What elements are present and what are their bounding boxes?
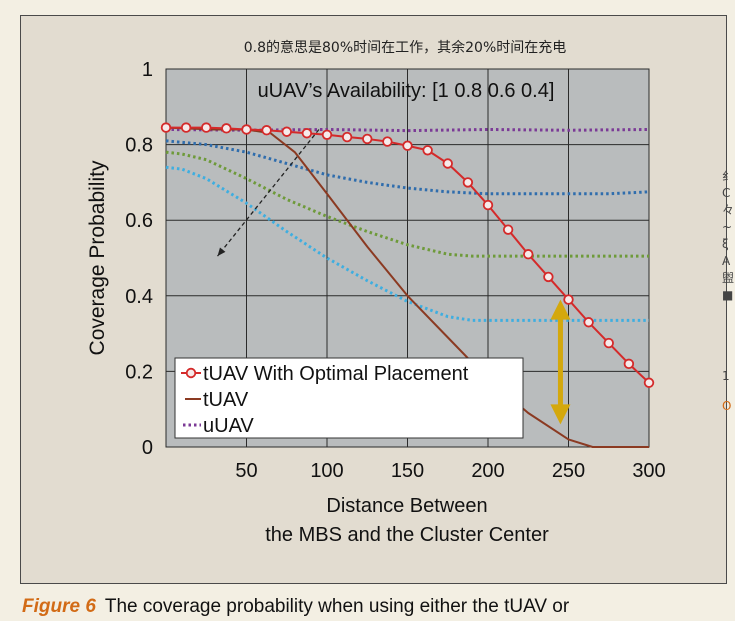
series-1-marker-15	[442, 158, 453, 169]
edge-fragment-9: 1	[722, 369, 730, 383]
figure-caption: Figure 6 The coverage probability when u…	[22, 596, 569, 618]
y-tick-label-5: 0.8	[125, 135, 153, 157]
series-1-marker-2	[180, 122, 192, 133]
series-1-marker-9	[321, 129, 333, 140]
availability-annotation: uUAV’s Availability: [1 0.8 0.6 0.4]	[258, 80, 555, 102]
gold-arrow-head-down	[550, 404, 571, 425]
series-1-marker-20	[543, 271, 554, 283]
edge-fragment-7: 盥	[722, 271, 735, 285]
series-1-marker-6	[261, 125, 272, 136]
edge-fragment-2: C	[722, 186, 731, 200]
gold-arrow-head-up	[550, 299, 571, 320]
legend-marker-1	[185, 367, 197, 379]
legend-label-2: tUAV	[203, 389, 249, 411]
x-axis-label-line-1: Distance Between	[326, 495, 487, 517]
legend-label-3: uUAV	[203, 415, 254, 437]
series-1-marker-24	[623, 358, 635, 370]
y-tick-label-3: 0.4	[125, 286, 153, 308]
edge-fragment-1: 纟	[722, 169, 735, 183]
series-line-4	[165, 139, 650, 196]
series-1-marker-1	[160, 122, 172, 133]
series-line-5	[165, 150, 649, 258]
edge-fragment-6: A	[722, 254, 731, 268]
edge-fragment-4: ~	[722, 220, 733, 234]
y-tick-label-6: 1	[142, 59, 153, 81]
dashed-arrow-line	[217, 129, 320, 257]
x-tick-label-4: 200	[471, 460, 504, 482]
x-tick-label-6: 300	[632, 460, 665, 482]
caption-text: The coverage probability when using eith…	[104, 596, 570, 617]
legend-label-1: tUAV With Optimal Placement	[203, 363, 469, 385]
series-1-marker-23	[603, 337, 614, 349]
legend-box	[174, 357, 524, 439]
y-tick-label-1: 0	[142, 437, 153, 459]
caption-label: Figure 6	[22, 596, 96, 617]
edge-fragment-8: ■	[722, 288, 734, 302]
x-tick-label-3: 150	[391, 460, 424, 482]
series-1-marker-17	[482, 199, 494, 211]
series-1-marker-19	[523, 249, 534, 260]
y-axis-label: Coverage Probability	[86, 160, 109, 355]
plot-frame	[165, 68, 650, 448]
series-1-marker-4	[221, 123, 232, 134]
x-tick-label-2: 100	[310, 460, 343, 482]
edge-fragment-5: ξ	[722, 237, 729, 251]
series-1-marker-11	[362, 133, 373, 145]
series-1-marker-3	[201, 122, 212, 133]
series-1-marker-12	[382, 136, 393, 147]
edge-fragment-3: 々	[722, 203, 735, 217]
x-tick-label-1: 50	[235, 460, 257, 482]
edge-fragment-10: O	[722, 399, 732, 413]
series-1-marker-5	[241, 124, 252, 135]
x-axis-label-line-2: the MBS and the Cluster Center	[265, 524, 549, 546]
series-1-marker-7	[281, 126, 292, 137]
series-1-marker-8	[301, 128, 313, 139]
series-line-3	[165, 127, 650, 133]
series-1-marker-25	[643, 377, 655, 388]
series-1-marker-14	[422, 145, 433, 156]
series-1-marker-10	[341, 131, 353, 143]
x-tick-label-5: 250	[552, 460, 585, 482]
series-1-marker-22	[583, 317, 594, 328]
series-1-marker-13	[402, 140, 413, 151]
y-tick-label-4: 0.6	[125, 210, 153, 232]
dashed-arrow-head	[217, 247, 226, 257]
series-1-marker-16	[462, 177, 474, 188]
series-1-marker-18	[502, 224, 514, 235]
chinese-annotation: 0.8的意思是80%时间在工作，其余20%时间在充电	[244, 39, 567, 56]
y-tick-label-2: 0.2	[125, 361, 153, 383]
series-1-marker-21	[563, 294, 574, 305]
